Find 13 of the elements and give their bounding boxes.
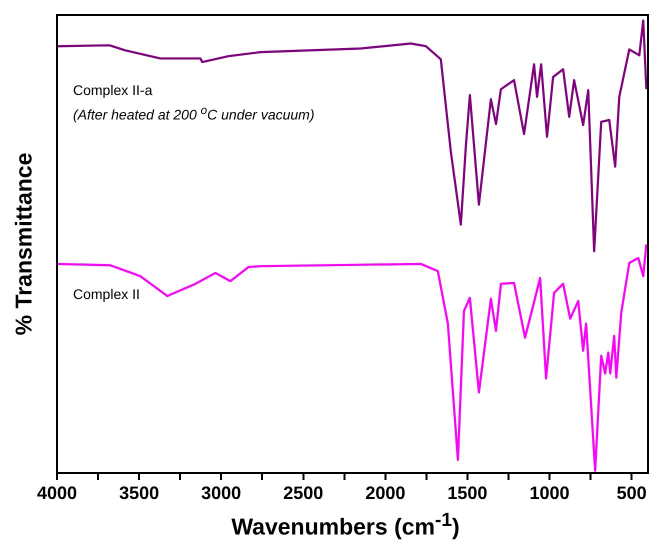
- x-tick-label: 2500: [283, 482, 324, 503]
- x-axis-title: Wavenumbers (cm$^{-1}$): [230, 510, 461, 541]
- x-tick-label: 1500: [447, 482, 488, 503]
- x-tick-label: 1000: [529, 482, 570, 503]
- x-tick-label: 4000: [36, 482, 78, 503]
- annotation: Complex II-a: [73, 82, 152, 98]
- annotation: Complex II: [73, 286, 140, 302]
- x-tick-label: 2000: [365, 482, 406, 503]
- x-tick-label: 3500: [119, 482, 160, 503]
- y-axis-title: % Transmittance: [10, 152, 38, 336]
- x-tick-label: 3000: [201, 482, 242, 503]
- x-tick-label: 500: [616, 482, 647, 503]
- annotation: (After heated at 200 $^{o}$C under vacuum): [73, 104, 315, 123]
